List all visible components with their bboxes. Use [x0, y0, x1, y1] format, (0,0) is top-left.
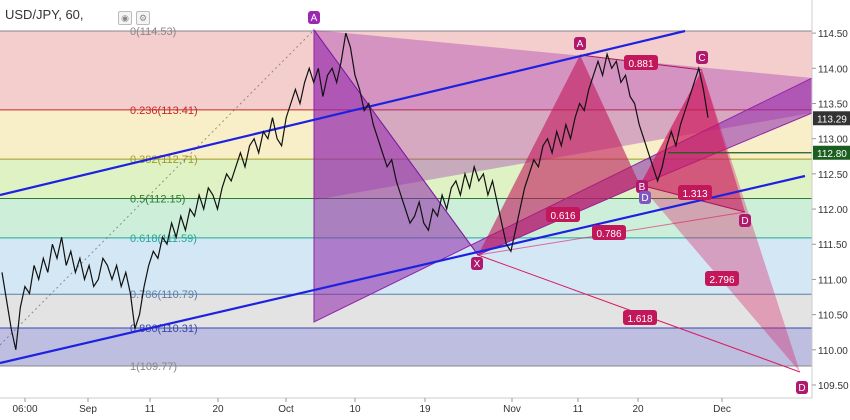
- price-badge: [813, 145, 850, 160]
- x-tick-label: 20: [632, 404, 644, 415]
- ratio-badge: [705, 271, 739, 286]
- y-axis-panel: [812, 0, 850, 415]
- x-tick-label: Dec: [713, 404, 731, 415]
- fib-zone: [0, 327, 812, 366]
- ratio-badge: [592, 225, 626, 240]
- pattern-point-label: D: [641, 193, 648, 204]
- pattern-point-badge: [471, 257, 483, 270]
- ratio-badge: [678, 185, 712, 200]
- ratio-badge: [546, 207, 580, 222]
- y-tick-label: 112.50: [818, 170, 848, 181]
- price-badge: [813, 111, 850, 126]
- ratio-label: 0.616: [550, 211, 575, 222]
- ratio-label: 2.796: [709, 275, 734, 286]
- y-tick-label: 111.50: [818, 240, 848, 251]
- pattern-point-badge: [574, 37, 586, 50]
- fib-level-label: 0.786(110.79): [130, 289, 198, 301]
- x-tick-label: 06:00: [12, 404, 37, 415]
- y-tick-label: 110.00: [818, 346, 848, 357]
- x-tick-label: 20: [212, 404, 224, 415]
- pattern-point-label: C: [698, 53, 705, 64]
- gear-icon[interactable]: ⚙: [136, 11, 150, 25]
- pattern-point-label: X: [474, 259, 481, 270]
- y-tick-label: 109.50: [818, 381, 849, 392]
- harmonic-xab: [478, 55, 640, 255]
- pattern-point-label: D: [741, 216, 748, 227]
- eye-icon[interactable]: ◉: [118, 11, 132, 25]
- ratio-label: 0.786: [596, 229, 621, 240]
- pattern-point-badge: [796, 381, 808, 394]
- price-badge-label: 113.29: [817, 114, 847, 125]
- pattern-point-badge: [696, 51, 708, 64]
- ratio-label: 1.313: [682, 189, 707, 200]
- x-tick-label: Sep: [79, 404, 97, 415]
- x-tick-label: 11: [145, 404, 156, 415]
- ratio-badge: [623, 310, 657, 325]
- header-icons: ◉ ⚙: [118, 8, 154, 26]
- pattern-point-label: D: [798, 383, 805, 394]
- chart-title: USD/JPY, 60,: [5, 7, 84, 22]
- price-badge-label: 112.80: [817, 149, 847, 160]
- y-tick-label: 113.50: [818, 99, 848, 110]
- x-tick-label: 11: [573, 404, 584, 415]
- x-tick-label: Oct: [278, 404, 294, 415]
- pattern-point-badge: [739, 214, 751, 227]
- fib-level-label: 0.5(112.15): [130, 194, 185, 206]
- channel-upper-line: [0, 29, 686, 197]
- pattern-point-label: B: [639, 182, 646, 193]
- fib-level-label: 0.236(113.41): [130, 105, 198, 117]
- fib-level-label: 0.886(110.31): [130, 323, 198, 335]
- symbol-label: USD/JPY, 60,: [5, 7, 84, 22]
- y-tick-label: 114.00: [818, 64, 848, 75]
- x-tick-label: 10: [349, 404, 361, 415]
- pattern-point-label: A: [311, 13, 318, 24]
- harmonic-bcd-ext: [640, 70, 800, 372]
- ratio-label: 1.618: [627, 314, 652, 325]
- y-tick-label: 113.00: [818, 135, 848, 146]
- x-axis-panel: [0, 398, 850, 415]
- y-tick-label: 114.50: [818, 29, 848, 40]
- y-tick-label: 111.00: [818, 275, 848, 286]
- y-tick-label: 110.50: [818, 311, 848, 322]
- ratio-label: 0.881: [628, 59, 653, 70]
- pattern-point-badge: [636, 180, 648, 193]
- fib-zone: [0, 294, 812, 328]
- price-line: [1, 32, 709, 350]
- pattern-line: [313, 29, 479, 256]
- dotted-trend: [0, 29, 315, 346]
- channel-lower-line: [0, 174, 806, 365]
- harmonic-bcd: [640, 70, 745, 212]
- x-tick-label: 19: [419, 404, 431, 415]
- pattern-point-badge: [639, 191, 651, 204]
- pattern-point-label: A: [577, 39, 584, 50]
- x-tick-label: Nov: [503, 404, 521, 415]
- fib-level-label: 0(114.53): [130, 26, 176, 38]
- fib-level-label: 1(109.77): [130, 361, 177, 373]
- ratio-badge: [624, 55, 658, 70]
- y-tick-label: 112.00: [818, 205, 848, 216]
- pattern-point-badge: [308, 11, 320, 24]
